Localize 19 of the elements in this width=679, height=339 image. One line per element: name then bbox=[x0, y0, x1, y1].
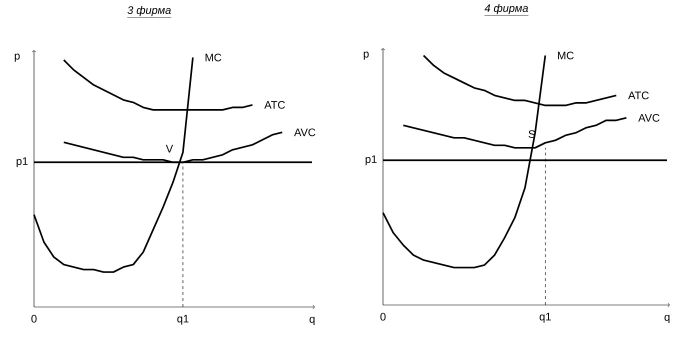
x-tick-label: q1 bbox=[540, 312, 551, 323]
annotation: V bbox=[166, 144, 174, 152]
series-label: ATC bbox=[264, 101, 285, 109]
x-tick-label: 0 bbox=[31, 314, 37, 323]
x-tick-label: 0 bbox=[380, 312, 386, 321]
series-label: ATC bbox=[628, 92, 649, 100]
series-label: AVC bbox=[294, 128, 316, 136]
x-tick-label: q1 bbox=[177, 314, 189, 325]
chart-title: 3 фирма bbox=[127, 6, 171, 16]
series-label: MC bbox=[206, 54, 222, 62]
ref-line-label: p1 bbox=[366, 155, 377, 166]
series-label: MC bbox=[558, 52, 574, 60]
chart-title: 4 фирма bbox=[484, 4, 528, 14]
y-axis-title: p bbox=[364, 52, 369, 60]
y-axis-title: p bbox=[14, 54, 20, 62]
ref-line-label: p1 bbox=[16, 157, 28, 168]
x-axis-title: q bbox=[664, 314, 670, 323]
series-label: AVC bbox=[638, 114, 660, 122]
x-axis-title: q bbox=[310, 316, 315, 325]
